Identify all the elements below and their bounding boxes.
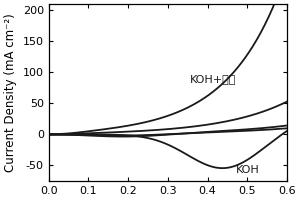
Text: KOH+甲醇: KOH+甲醇 xyxy=(190,74,236,84)
Text: KOH: KOH xyxy=(236,165,259,175)
Y-axis label: Current Density (mA cm⁻²): Current Density (mA cm⁻²) xyxy=(4,13,17,172)
